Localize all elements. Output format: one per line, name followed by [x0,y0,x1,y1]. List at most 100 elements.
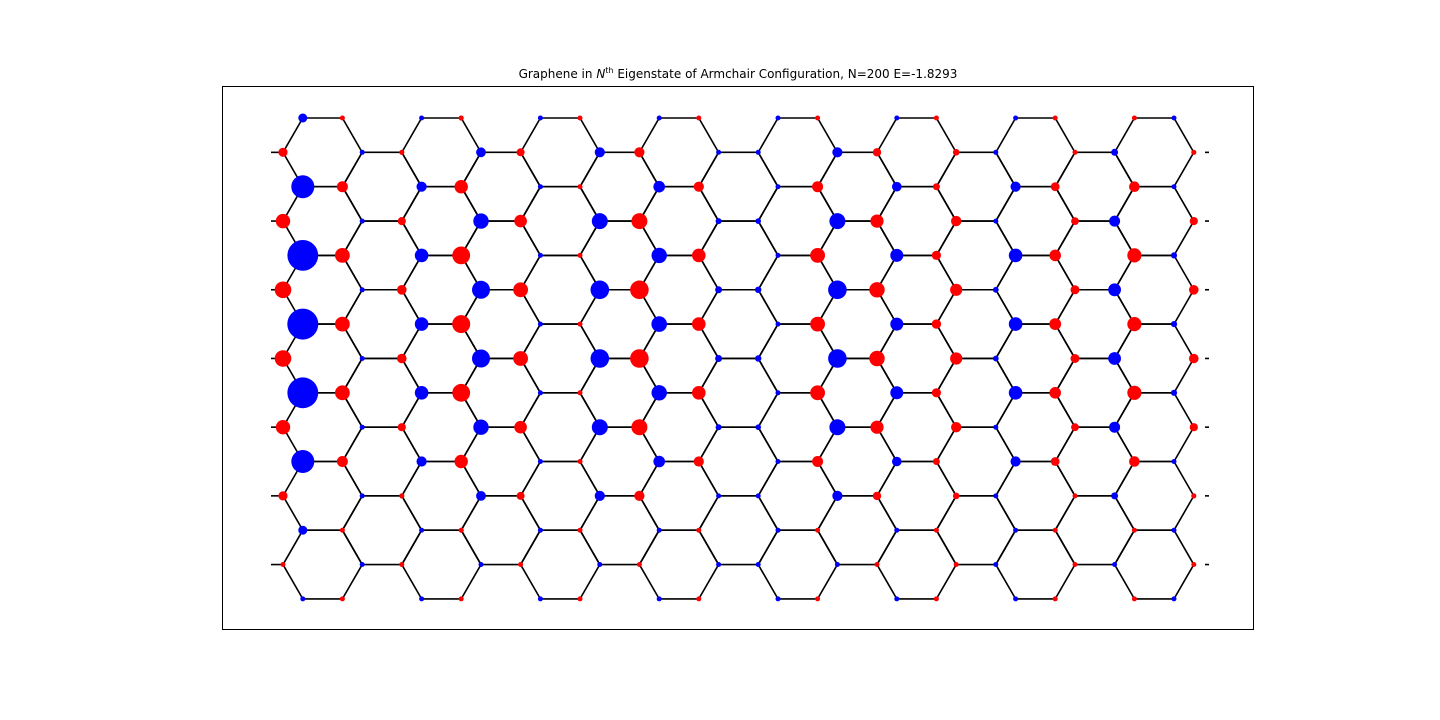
atom-negative [537,390,543,396]
atom-negative [359,218,365,224]
bond [698,529,720,565]
atom-negative [828,349,847,368]
atom-positive [335,248,350,263]
atom-positive [518,562,524,567]
atom-positive [1189,285,1199,295]
atom-negative [300,596,306,602]
atom-negative [1108,283,1121,297]
atom-negative [298,525,308,535]
atom-positive [339,596,345,602]
atom-negative [775,390,781,396]
bond [638,461,660,497]
bond [401,564,423,600]
bond [876,186,898,222]
bond [876,564,898,600]
bond [341,117,363,153]
atom-positive [274,281,292,299]
bond [579,529,601,565]
atom-negative [755,218,761,224]
bond [876,151,898,188]
bond [1173,426,1195,462]
bond [995,186,1017,222]
bond [579,461,601,497]
bond [519,426,542,462]
atom-negative [298,113,308,123]
atom-positive [1127,317,1142,332]
bond [995,461,1017,497]
title-suffix: Eigenstate of Armchair Configuration, N=… [613,67,958,81]
atom-negative [1013,596,1019,602]
bond [519,220,542,256]
atom-negative [287,308,319,340]
bond [757,564,779,600]
bond [1054,255,1076,291]
atom-negative [775,321,781,327]
bond [757,117,779,153]
atom-negative [755,424,761,431]
bond [1173,289,1195,325]
atom-negative [537,321,543,327]
atom-negative [894,527,900,533]
bond [638,564,660,600]
atom-positive [810,385,825,401]
bond [995,151,1017,188]
atom-negative [892,456,902,467]
bond [1173,255,1195,291]
atom-negative [775,459,781,464]
bond [519,564,542,600]
bond [1173,151,1195,188]
bond [460,117,482,153]
atom-positive [950,352,963,365]
atom-positive [810,316,825,332]
bond [341,151,363,188]
title-superscript: th [605,66,614,75]
bond [401,151,423,188]
atom-negative [359,493,365,499]
atom-negative [591,419,608,436]
atom-positive [1052,527,1058,533]
atom-positive [630,349,649,368]
bond [876,529,898,565]
atom-positive [1071,217,1079,226]
bond [1113,461,1136,497]
bond [282,495,304,531]
atom-positive [274,350,292,367]
bond [1173,392,1195,428]
atom-negative [651,247,667,264]
atom-positive [931,388,942,398]
atom-positive [869,350,885,367]
atom-negative [472,349,490,368]
atom-positive [815,527,821,533]
atom-positive [1191,493,1197,499]
bond [1173,358,1195,394]
atom-positive [1050,182,1060,192]
bonds-layer [271,117,1209,600]
bond [1113,564,1136,600]
atom-negative [291,450,315,473]
atoms-layer [274,113,1199,602]
bond [401,186,423,222]
bond [1113,529,1136,565]
bond [757,392,779,428]
atom-negative [775,115,781,121]
bond [1054,186,1076,222]
atom-positive [631,213,648,230]
atom-positive [1050,457,1060,466]
atom-negative [894,115,900,121]
atom-positive [577,390,583,396]
atom-positive [1071,423,1079,432]
atom-negative [993,493,999,499]
atom-negative [716,562,722,567]
atom-negative [473,213,489,229]
atom-positive [1070,285,1080,295]
bond [1054,461,1076,497]
bond [1113,151,1136,188]
atom-positive [1127,385,1142,400]
atom-positive [513,282,528,298]
bond [1054,220,1076,256]
atom-negative [890,317,904,331]
bond [1113,117,1136,153]
bond [341,529,363,565]
atom-negative [1170,389,1178,396]
atom-positive [513,351,528,366]
